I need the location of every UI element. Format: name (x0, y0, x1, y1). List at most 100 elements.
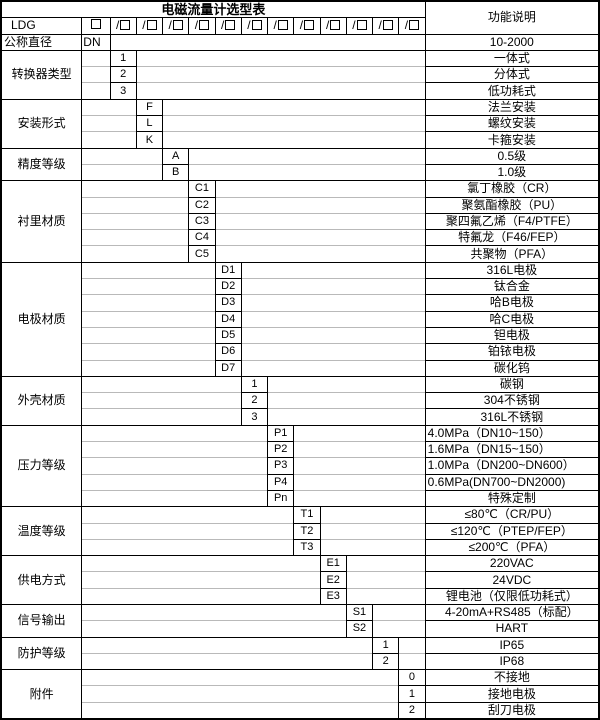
code-cell-electrode-material-D5: D5 (214, 326, 242, 345)
filler-cell (346, 571, 426, 589)
filler-cell (136, 49, 426, 67)
filler-cell (81, 489, 268, 507)
code-cell-pressure-class-P3: P3 (267, 457, 295, 475)
section-label-install-type: 安装形式 (0, 98, 83, 149)
desc-electrode-material-D6: 铂铱电极 (424, 343, 600, 361)
filler-cell (81, 310, 216, 328)
filler-cell (81, 652, 373, 670)
code-cell-pressure-class-P2: P2 (267, 441, 295, 459)
code-cell-converter-type-1: 1 (109, 49, 137, 68)
model-code-box-1: / (109, 17, 137, 35)
desc-converter-type-2: 分体式 (424, 66, 600, 84)
code-cell-pressure-class-P4: P4 (267, 473, 295, 491)
slash-separator: / (247, 17, 251, 32)
empty-checkbox-icon (199, 19, 210, 30)
filler-cell (372, 603, 426, 621)
model-code-box-9: / (319, 17, 347, 35)
filler-cell (81, 245, 189, 263)
section-label-housing-material: 外壳材质 (0, 375, 83, 426)
filler-cell (81, 620, 347, 638)
code-cell-accessories-1: 1 (398, 685, 426, 703)
model-code-box-11: / (372, 17, 400, 35)
model-code-box-4: / (188, 17, 216, 35)
filler-cell (81, 587, 321, 605)
desc-signal-output-S2: HART (424, 620, 600, 638)
slash-separator: / (168, 17, 172, 32)
filler-cell (293, 457, 426, 475)
code-cell-electrode-material-D1: D1 (214, 261, 242, 280)
desc-nominal-diameter-DN: 10-2000 (424, 33, 600, 51)
filler-cell (398, 652, 426, 670)
empty-checkbox-icon (409, 19, 420, 30)
desc-power-supply-E3: 锂电池（仅限低功耗式） (424, 587, 600, 605)
filler-cell (81, 441, 268, 458)
filler-cell (293, 473, 426, 491)
filler-cell (188, 163, 426, 181)
section-label-pressure-class: 压力等级 (0, 424, 83, 508)
section-label-electrode-material: 电极材质 (0, 261, 83, 377)
filler-cell (81, 326, 216, 344)
slash-separator: / (142, 17, 146, 32)
desc-accessories-0: 不接地 (424, 669, 600, 687)
desc-pressure-class-Pn: 特殊定制 (424, 489, 600, 508)
filler-cell (215, 212, 426, 230)
desc-housing-material-1: 碳钢 (424, 375, 600, 394)
model-prefix: LDG (0, 17, 83, 35)
filler-cell (81, 278, 216, 295)
filler-cell (267, 392, 426, 409)
filler-cell (293, 489, 426, 507)
code-cell-electrode-material-D4: D4 (214, 310, 242, 328)
code-cell-converter-type-2: 2 (109, 66, 137, 84)
filler-cell (81, 473, 268, 491)
code-cell-nominal-diameter-DN: DN (81, 33, 111, 51)
desc-liner-material-C4: 特氟龙（F46/FEP） (424, 229, 600, 247)
empty-checkbox-icon (225, 19, 236, 30)
desc-accessories-2: 刮刀电极 (424, 701, 600, 720)
model-code-box-12: / (398, 17, 426, 35)
slash-separator: / (116, 17, 120, 32)
section-label-temperature-class: 温度等级 (0, 506, 83, 557)
desc-pressure-class-P3: 1.0MPa（DN200~DN600） (424, 457, 600, 475)
empty-checkbox-icon (330, 19, 341, 30)
filler-cell (241, 326, 426, 344)
desc-accessories-1: 接地电极 (424, 685, 600, 703)
filler-cell (215, 245, 426, 263)
desc-temperature-class-T2: ≤120℃（PTEP/FEP） (424, 522, 600, 540)
code-cell-accuracy-class-B: B (162, 163, 190, 182)
filler-cell (81, 196, 189, 214)
filler-cell (81, 408, 242, 426)
empty-checkbox-icon (251, 19, 262, 30)
code-cell-electrode-material-D6: D6 (214, 343, 242, 361)
empty-checkbox-icon (90, 19, 101, 30)
slash-separator: / (299, 17, 304, 32)
desc-electrode-material-D2: 钛合金 (424, 278, 600, 296)
filler-cell (215, 229, 426, 246)
code-cell-power-supply-E3: E3 (319, 587, 347, 605)
filler-cell (81, 555, 321, 572)
filler-cell (320, 506, 426, 523)
model-code-box-main (81, 17, 111, 35)
desc-pressure-class-P1: 4.0MPa（DN10~150） (424, 424, 600, 443)
code-cell-temperature-class-T2: T2 (293, 522, 321, 540)
desc-pressure-class-P4: 0.6MPa(DN700~DN2000) (424, 473, 600, 491)
function-column-header: 功能说明 (424, 0, 600, 35)
slash-separator: / (326, 17, 330, 32)
model-code-box-8: / (293, 17, 321, 35)
desc-install-type-F: 法兰安装 (424, 98, 600, 117)
filler-cell (81, 603, 347, 621)
code-cell-temperature-class-T3: T3 (293, 538, 321, 557)
slash-separator: / (352, 17, 356, 32)
filler-cell (320, 522, 426, 540)
filler-cell (81, 212, 189, 230)
filler-cell (346, 587, 426, 605)
code-cell-power-supply-E1: E1 (319, 555, 347, 573)
code-cell-temperature-class-T1: T1 (293, 506, 321, 524)
filler-cell (81, 163, 163, 181)
desc-temperature-class-T3: ≤200℃（PFA） (424, 538, 600, 557)
filler-cell (81, 571, 321, 589)
code-cell-electrode-material-D7: D7 (214, 359, 242, 377)
filler-cell (215, 180, 426, 198)
filler-cell (81, 66, 111, 83)
filler-cell (241, 359, 426, 377)
filler-cell (81, 392, 242, 409)
